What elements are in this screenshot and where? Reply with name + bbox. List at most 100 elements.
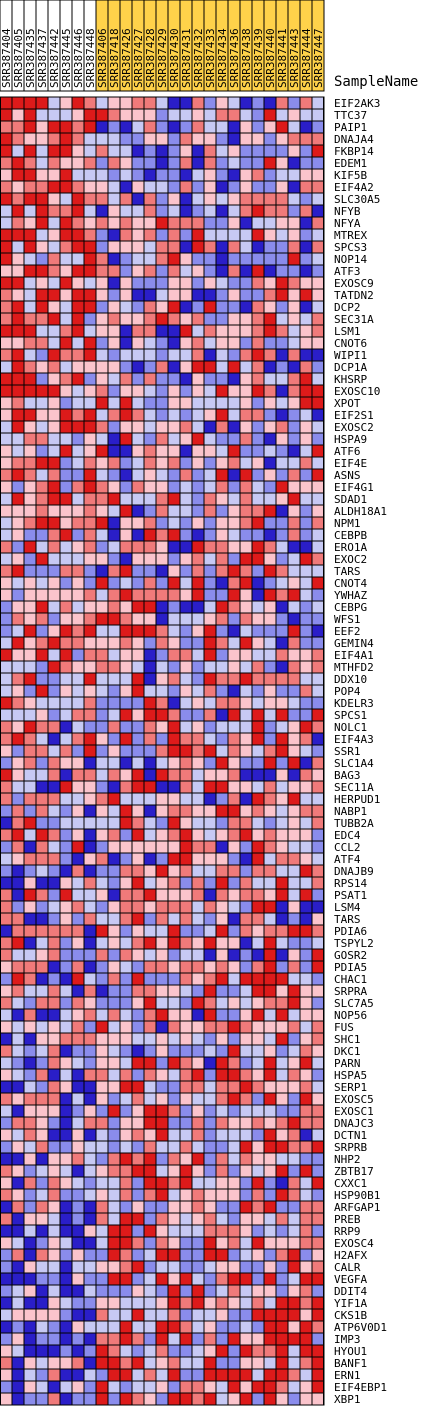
heatmap-cell [11,276,25,290]
heatmap-cell [287,252,301,266]
heatmap-cell [35,432,49,446]
heatmap-cell [59,876,73,890]
heatmap-cell [23,1332,37,1346]
heatmap-cell [107,660,121,674]
heatmap-cell [143,480,157,494]
heatmap-cell [23,624,37,638]
heatmap-cell [59,204,73,218]
heatmap-cell [143,756,157,770]
heatmap-cell [203,1056,217,1070]
heatmap-cell [119,900,133,914]
heatmap-cell [23,972,37,986]
heatmap-cell [311,888,325,902]
heatmap-cell [287,816,301,830]
heatmap-cell [131,1356,145,1370]
heatmap-cell [287,768,301,782]
heatmap-cell [215,876,229,890]
heatmap-cell [155,1356,169,1370]
heatmap-cell [11,1188,25,1202]
heatmap-cell [251,360,265,374]
heatmap-cell [227,300,241,314]
heatmap-cell [287,792,301,806]
heatmap-cell [59,1308,73,1322]
heatmap-cell [179,948,193,962]
heatmap-cell [131,792,145,806]
heatmap-cell [203,768,217,782]
heatmap-cell [11,696,25,710]
heatmap-cell [23,648,37,662]
heatmap-cell [287,384,301,398]
heatmap-cell [227,1008,241,1022]
heatmap-cell [47,108,61,122]
heatmap-cell [251,624,265,638]
heatmap-cell [179,1224,193,1238]
heatmap-cell [23,1392,37,1406]
heatmap-cell [131,1140,145,1154]
heatmap-cell [23,300,37,314]
heatmap-cell [239,144,253,158]
column-label: SRR387448 [84,28,97,88]
heatmap-cell [239,300,253,314]
row-label: ATF3 [334,265,361,278]
heatmap-cell [191,228,205,242]
column-label: SRR387406 [96,28,109,88]
heatmap-cell [23,360,37,374]
heatmap-cell [119,708,133,722]
heatmap-cell [95,240,109,254]
row-label: POP4 [334,685,361,698]
heatmap-cell [23,432,37,446]
heatmap-cell [155,348,169,362]
row-label: MTREX [334,229,367,242]
heatmap-cell [155,660,169,674]
heatmap-cell [47,912,61,926]
heatmap-cell [311,264,325,278]
heatmap-cell [0,852,13,866]
heatmap-cell [95,936,109,950]
heatmap-cell [203,1068,217,1082]
row-label: CKS1B [334,1309,367,1322]
heatmap-cell [299,900,313,914]
heatmap-cell [227,852,241,866]
heatmap-cell [11,240,25,254]
heatmap-cell [35,300,49,314]
heatmap-cell [239,396,253,410]
heatmap-cell [131,972,145,986]
row-label: PREB [334,1213,361,1226]
heatmap-cell [119,480,133,494]
heatmap-cell [35,144,49,158]
heatmap-cell [35,1356,49,1370]
heatmap-cell [119,696,133,710]
heatmap-cell [311,432,325,446]
row-label: RPS14 [334,877,367,890]
heatmap-cell [95,1092,109,1106]
heatmap-cell [23,264,37,278]
heatmap-cell [167,1344,181,1358]
heatmap-cell [239,1356,253,1370]
heatmap-cell [11,1248,25,1262]
heatmap-cell [59,1392,73,1406]
heatmap-cell [287,408,301,422]
heatmap-cell [263,1044,277,1058]
column-label: SRR387429 [156,28,169,88]
heatmap-cell [143,960,157,974]
row-label: SRPRB [334,1141,367,1154]
heatmap-cell [83,756,97,770]
heatmap-cell [23,804,37,818]
heatmap-cell [107,180,121,194]
heatmap-cell [119,276,133,290]
heatmap-cell [203,600,217,614]
heatmap-cell [287,780,301,794]
heatmap-cell [59,708,73,722]
heatmap-cell [155,1176,169,1190]
heatmap-cell [287,732,301,746]
heatmap-cell [191,456,205,470]
heatmap-cell [143,1272,157,1286]
row-label: EIF4A3 [334,733,374,746]
heatmap-cell [203,1128,217,1142]
heatmap-cell [263,1320,277,1334]
heatmap-cell [275,456,289,470]
heatmap-cell [131,1188,145,1202]
heatmap-cell [83,1224,97,1238]
heatmap-cell [251,972,265,986]
heatmap-cell [287,1296,301,1310]
